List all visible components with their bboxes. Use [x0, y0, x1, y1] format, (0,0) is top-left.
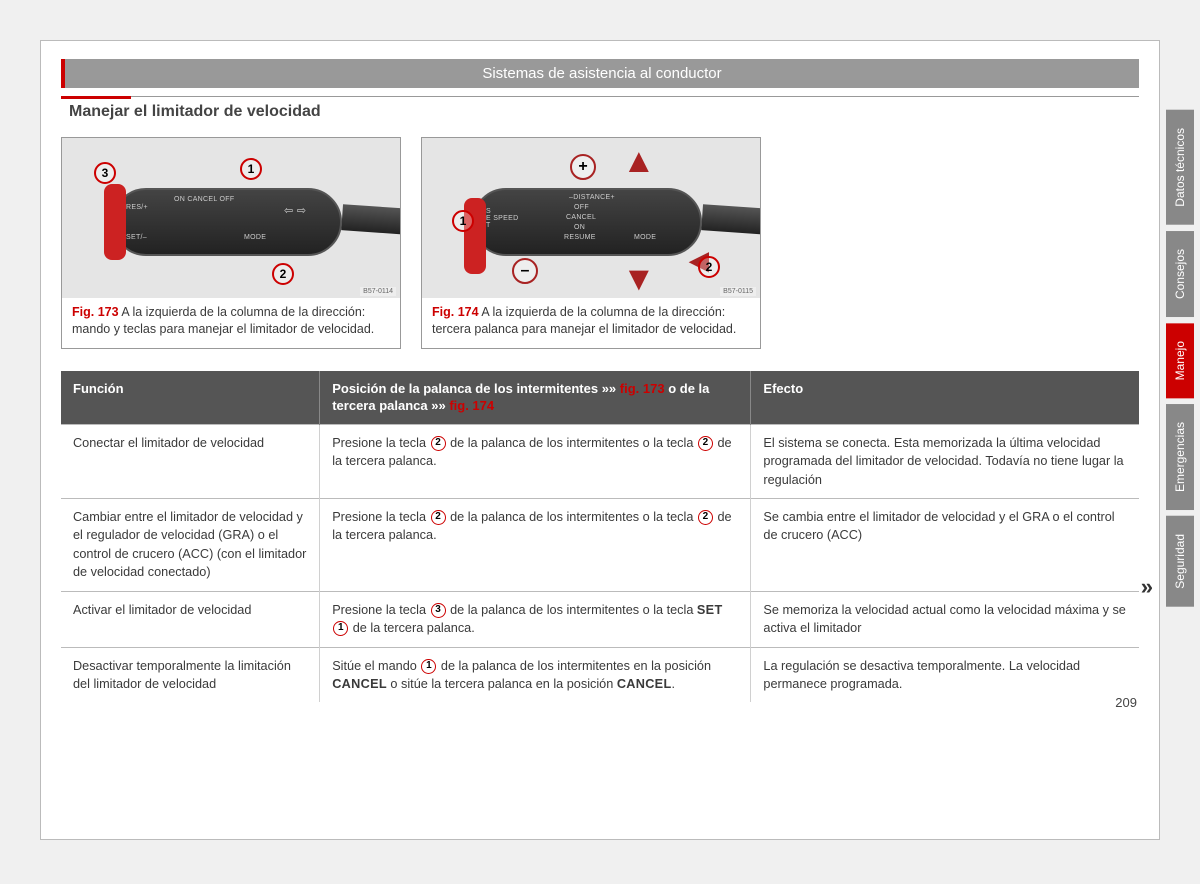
lever-end-button	[104, 184, 126, 260]
lever-label: MODE	[244, 234, 266, 241]
plus-minus-icon: +	[570, 154, 596, 180]
callout-marker: 2	[698, 256, 720, 278]
side-tab[interactable]: Manejo	[1166, 323, 1194, 398]
lever-label: ON	[574, 224, 585, 231]
table-row: Activar el limitador de velocidadPresion…	[61, 591, 1139, 647]
callout-ref: 2	[698, 436, 713, 451]
figure-ref: Fig. 174	[432, 305, 479, 319]
cell-effect: El sistema se conecta. Esta memorizada l…	[751, 424, 1139, 498]
lever-handle	[701, 204, 760, 238]
lever-label: ON CANCEL OFF	[174, 196, 234, 203]
figure-173: ON CANCEL OFF RES/+ SET/– MODE ⇦ ⇨ 1 2 3 B…	[61, 137, 401, 349]
cell-function: Cambiar entre el limitador de velocidad …	[61, 499, 320, 592]
lever-end-button	[464, 198, 486, 274]
manual-page: Sistemas de asistencia al conductor Mane…	[40, 40, 1160, 840]
lever-label: OFF	[574, 204, 589, 211]
figure-ref: fig. 174	[449, 398, 494, 413]
lever-label: S E SPEED T	[486, 208, 518, 229]
page-number: 209	[1115, 695, 1137, 710]
cell-position: Sitúe el mando 1 de la palanca de los in…	[320, 647, 751, 702]
turn-icon: ⇦ ⇨	[284, 204, 306, 217]
plus-minus-icon: –	[512, 258, 538, 284]
lever-label: CANCEL	[566, 214, 596, 221]
cell-function: Conectar el limitador de velocidad	[61, 424, 320, 498]
table-row: Cambiar entre el limitador de velocidad …	[61, 499, 1139, 592]
lever-label: RESUME	[564, 234, 596, 241]
th-text: Posición de la palanca de los intermiten…	[332, 381, 601, 396]
lever-label: SET/–	[126, 234, 147, 241]
side-tab[interactable]: Consejos	[1166, 231, 1194, 317]
side-tab[interactable]: Emergencias	[1166, 404, 1194, 510]
figure-173-caption: Fig. 173 A la izquierda de la columna de…	[62, 298, 400, 348]
side-tab[interactable]: Datos técnicos	[1166, 110, 1194, 225]
table-row: Desactivar temporalmente la limitación d…	[61, 647, 1139, 702]
lever-handle	[341, 204, 400, 238]
callout-marker: 2	[272, 263, 294, 285]
lever-label: –DISTANCE+	[569, 194, 615, 201]
callout-ref: 2	[698, 510, 713, 525]
callout-ref: 2	[431, 436, 446, 451]
cell-position: Presione la tecla 2 de la palanca de los…	[320, 424, 751, 498]
th-function: Función	[61, 371, 320, 425]
side-tabs: Datos técnicos Consejos Manejo Emergencias S…	[1166, 110, 1200, 613]
ref-arrow-icon: »»	[602, 381, 616, 396]
cell-function: Activar el limitador de velocidad	[61, 591, 320, 647]
section-title: Manejar el limitador de velocidad	[61, 96, 1139, 127]
th-effect: Efecto	[751, 371, 1139, 425]
figure-174-caption: Fig. 174 A la izquierda de la columna de…	[422, 298, 760, 348]
figure-174: –DISTANCE+ OFF CANCEL ON RESUME MODE S E…	[421, 137, 761, 349]
continue-icon: »	[1141, 574, 1153, 600]
image-code: B57-0115	[720, 287, 756, 296]
figure-ref: fig. 173	[620, 381, 665, 396]
callout-marker: 3	[94, 162, 116, 184]
figure-174-image: –DISTANCE+ OFF CANCEL ON RESUME MODE S E…	[422, 138, 760, 298]
th-position: Posición de la palanca de los intermiten…	[320, 371, 751, 425]
callout-ref: 3	[431, 603, 446, 618]
cell-function: Desactivar temporalmente la limitación d…	[61, 647, 320, 702]
lever-body: ON CANCEL OFF RES/+ SET/– MODE ⇦ ⇨	[112, 188, 342, 256]
cell-position: Presione la tecla 3 de la palanca de los…	[320, 591, 751, 647]
table-header-row: Función Posición de la palanca de los in…	[61, 371, 1139, 425]
figure-173-image: ON CANCEL OFF RES/+ SET/– MODE ⇦ ⇨ 1 2 3 B…	[62, 138, 400, 298]
function-table: Función Posición de la palanca de los in…	[61, 371, 1139, 703]
table-row: Conectar el limitador de velocidadPresio…	[61, 424, 1139, 498]
figure-ref: Fig. 173	[72, 305, 119, 319]
lever-label: MODE	[634, 234, 656, 241]
callout-ref: 1	[421, 659, 436, 674]
direction-arrow-icon: ▲	[622, 142, 656, 181]
callout-marker: 1	[240, 158, 262, 180]
cell-effect: Se memoriza la velocidad actual como la …	[751, 591, 1139, 647]
cell-effect: Se cambia entre el limitador de velocida…	[751, 499, 1139, 592]
page-header: Sistemas de asistencia al conductor	[61, 59, 1139, 88]
cell-effect: La regulación se desactiva temporalmente…	[751, 647, 1139, 702]
direction-arrow-icon: ▼	[622, 260, 656, 298]
cell-position: Presione la tecla 2 de la palanca de los…	[320, 499, 751, 592]
lever-body: –DISTANCE+ OFF CANCEL ON RESUME MODE S E…	[472, 188, 702, 256]
callout-ref: 2	[431, 510, 446, 525]
image-code: B57-0114	[360, 287, 396, 296]
callout-marker: 1	[452, 210, 474, 232]
callout-ref: 1	[333, 621, 348, 636]
ref-arrow-icon: »»	[431, 398, 445, 413]
figures-row: ON CANCEL OFF RES/+ SET/– MODE ⇦ ⇨ 1 2 3 B…	[61, 137, 1139, 349]
page-content: Sistemas de asistencia al conductor Mane…	[41, 41, 1159, 720]
lever-label: RES/+	[126, 204, 148, 211]
side-tab[interactable]: Seguridad	[1166, 516, 1194, 607]
